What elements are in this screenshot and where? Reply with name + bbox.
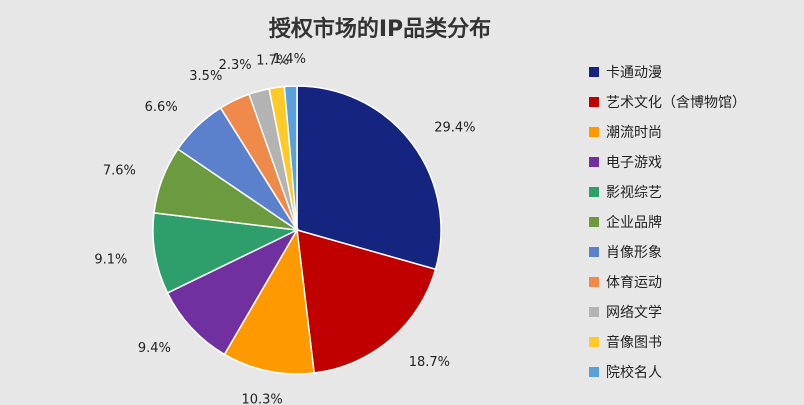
legend-label-10: 音像图书 (606, 334, 662, 351)
chart-title: 授权市场的IP品类分布 (269, 16, 491, 42)
pie-slice-4 (166, 228, 299, 356)
legend-label-1: 卡通动漫 (606, 65, 662, 81)
pie-slices (152, 85, 442, 375)
data-label-3: 10.3% (241, 392, 282, 405)
data-label-9: 2.3% (219, 58, 252, 73)
legend-label-6: 企业品牌 (606, 214, 662, 231)
legend-swatch-9 (589, 307, 599, 317)
legend-swatch-10 (589, 337, 599, 347)
legend-label-4: 电子游戏 (606, 155, 662, 171)
data-label-5: 9.1% (94, 253, 127, 268)
legend-swatch-1 (589, 67, 599, 77)
pie-slice-3 (223, 227, 315, 375)
data-label-11: 1.4% (273, 52, 306, 67)
legend-label-9: 网络文学 (606, 305, 662, 321)
legend-label-11: 院校名人 (606, 364, 662, 381)
data-label-1: 29.4% (434, 120, 475, 135)
data-label-2: 18.7% (409, 355, 450, 370)
legend-swatch-3 (589, 127, 599, 137)
data-label-6: 7.6% (103, 164, 136, 179)
legend-swatch-2 (589, 97, 599, 107)
data-label-10: 1.7% (256, 54, 289, 69)
pie-slice-2 (296, 228, 437, 374)
legend-label-2: 艺术文化（含博物馆） (606, 94, 746, 111)
data-labels: 29.4% 18.7% 10.3% 9.4% 9.1% 7.6% 6.6% 3.5%2.3% 1… (94, 52, 475, 405)
legend-swatch-11 (589, 367, 599, 377)
legend-label-5: 影视综艺 (606, 185, 662, 201)
data-label-7: 6.6% (145, 100, 178, 115)
pie-slice-11 (283, 85, 298, 231)
data-label-8: 3.5% (189, 69, 222, 84)
legend-label-7: 肖像形象 (606, 245, 662, 261)
legend-label-3: 潮流时尚 (606, 125, 662, 141)
legend-swatch-4 (589, 157, 599, 167)
data-label-4: 9.4% (138, 341, 171, 356)
legend-swatch-5 (589, 187, 599, 197)
pie-slice-5 (152, 212, 300, 294)
legend-swatch-8 (589, 277, 599, 287)
pie-slice-1 (296, 85, 442, 271)
legend-swatch-6 (589, 217, 599, 227)
legend-swatch-7 (589, 247, 599, 257)
legend-label-8: 体育运动 (606, 275, 662, 291)
